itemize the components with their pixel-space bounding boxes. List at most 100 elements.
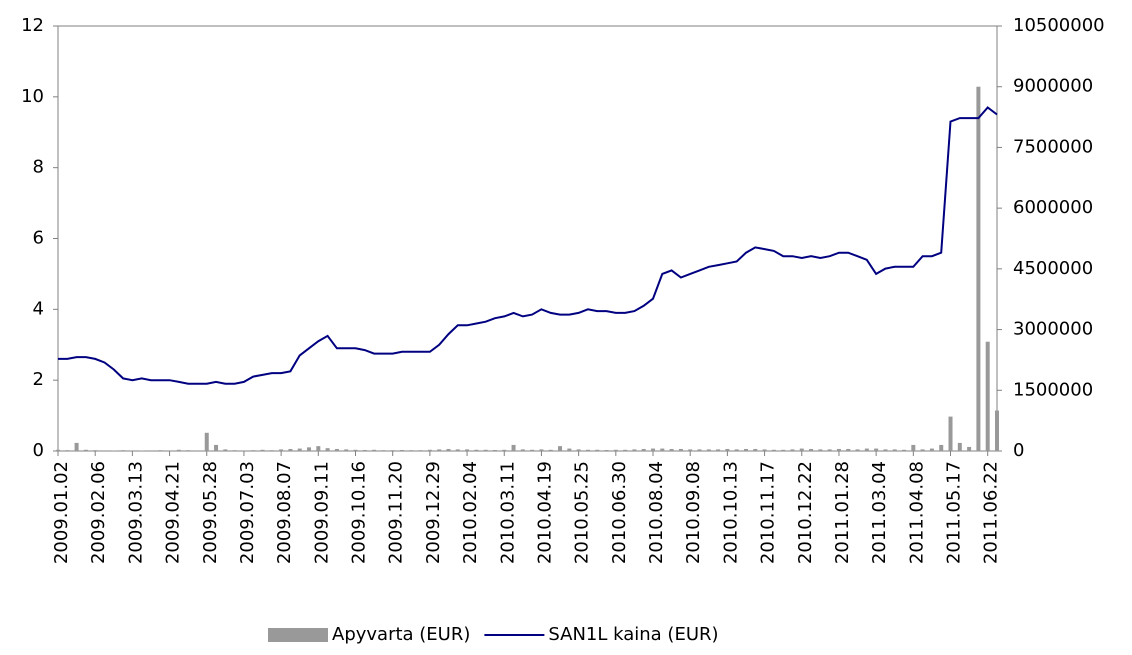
y2-tick-label: 9000000 (1013, 76, 1093, 97)
volume-bar (223, 449, 228, 451)
volume-bar (790, 449, 795, 451)
volume-bar (241, 450, 246, 451)
volume-bar (697, 449, 702, 451)
volume-bar (623, 449, 628, 451)
volume-bar (307, 447, 312, 451)
x-tick-label: 2009.08.07 (274, 461, 295, 564)
volume-bar (846, 448, 851, 451)
volume-bar (446, 448, 451, 451)
volume-bar (465, 449, 470, 451)
volume-bar (985, 341, 990, 451)
volume-bar (83, 449, 88, 451)
y2-tick-label: 7500000 (1013, 136, 1093, 157)
volume-bar (204, 432, 209, 451)
volume-bar (827, 449, 832, 451)
y2-tick-label: 10500000 (1013, 15, 1105, 36)
volume-bar (809, 448, 814, 451)
volume-bar (158, 450, 163, 451)
volume-bar (502, 449, 507, 451)
x-tick-label: 2009.01.02 (51, 461, 72, 564)
volume-bar (409, 450, 414, 451)
x-tick-label: 2009.02.06 (88, 461, 109, 564)
y-tick-label: 0 (33, 440, 44, 461)
volume-bar (585, 449, 590, 451)
volume-bar (632, 449, 637, 451)
volume-bar (167, 450, 172, 451)
x-tick-label: 2010.11.17 (758, 461, 779, 564)
volume-bar (148, 450, 153, 451)
volume-bar (353, 449, 358, 451)
volume-bar (818, 449, 823, 451)
volume-bar (93, 450, 98, 451)
volume-bar (195, 450, 200, 451)
legend-label: Apyvarta (EUR) (332, 624, 470, 645)
volume-bar (902, 449, 907, 451)
x-tick-label: 2009.04.21 (163, 461, 184, 564)
volume-bar (660, 448, 665, 451)
volume-bar (753, 448, 758, 451)
volume-bar (920, 449, 925, 451)
y2-tick-label: 6000000 (1013, 197, 1093, 218)
volume-bar (595, 449, 600, 451)
volume-bar (427, 449, 432, 451)
x-tick-label: 2010.03.11 (497, 461, 518, 564)
y2-tick-label: 1500000 (1013, 379, 1093, 400)
y-tick-label: 4 (33, 298, 44, 319)
x-tick-label: 2010.05.25 (572, 461, 593, 564)
y-tick-label: 12 (21, 15, 44, 36)
x-tick-label: 2009.12.29 (423, 461, 444, 564)
volume-bar (288, 448, 293, 451)
volume-bar (176, 449, 181, 451)
legend-label: SAN1L kaina (EUR) (548, 624, 718, 645)
volume-bar (604, 449, 609, 451)
volume-bar (836, 448, 841, 451)
volume-bar (325, 448, 330, 451)
x-tick-label: 2010.06.30 (609, 461, 630, 564)
volume-bar (130, 450, 135, 451)
volume-bar (269, 450, 274, 451)
volume-bar (743, 448, 748, 451)
volume-bar (929, 448, 934, 451)
volume-bar (864, 448, 869, 451)
x-tick-label: 2010.08.04 (646, 461, 667, 564)
volume-bar (613, 449, 618, 451)
y2-tick-label: 4500000 (1013, 258, 1093, 279)
legend-swatch (268, 628, 328, 642)
volume-bar (344, 449, 349, 451)
volume-bar (483, 449, 488, 451)
volume-bar (976, 86, 981, 451)
plot-frame (57, 25, 998, 452)
volume-bar (520, 449, 525, 451)
volume-bar (874, 448, 879, 451)
y2-tick-label: 0 (1013, 440, 1024, 461)
volume-bar (688, 449, 693, 451)
x-tick-label: 2011.01.28 (832, 461, 853, 564)
volume-bar (781, 449, 786, 451)
volume-bar (539, 449, 544, 451)
x-tick-label: 2009.07.03 (237, 461, 258, 564)
volume-bar (892, 449, 897, 451)
volume-bar (855, 449, 860, 451)
x-tick-label: 2010.09.08 (683, 461, 704, 564)
x-tick-label: 2010.10.13 (720, 461, 741, 564)
volume-bar (297, 448, 302, 451)
volume-bar (957, 442, 962, 451)
volume-bar (511, 444, 516, 451)
volume-bar (678, 448, 683, 451)
volume-bar (102, 450, 107, 451)
volume-bar (399, 449, 404, 451)
y2-tick-label: 3000000 (1013, 319, 1093, 340)
volume-bar (641, 448, 646, 451)
volume-bar (762, 449, 767, 451)
price-line (58, 106, 998, 385)
x-tick-label: 2010.02.04 (460, 461, 481, 564)
volume-bar (260, 449, 265, 451)
volume-bar (455, 449, 460, 451)
volume-bar (725, 448, 730, 451)
x-tick-label: 2011.05.17 (944, 461, 965, 564)
volume-bar (669, 448, 674, 451)
volume-bar (530, 449, 535, 451)
volume-bar (883, 449, 888, 451)
volume-bar (316, 446, 321, 451)
